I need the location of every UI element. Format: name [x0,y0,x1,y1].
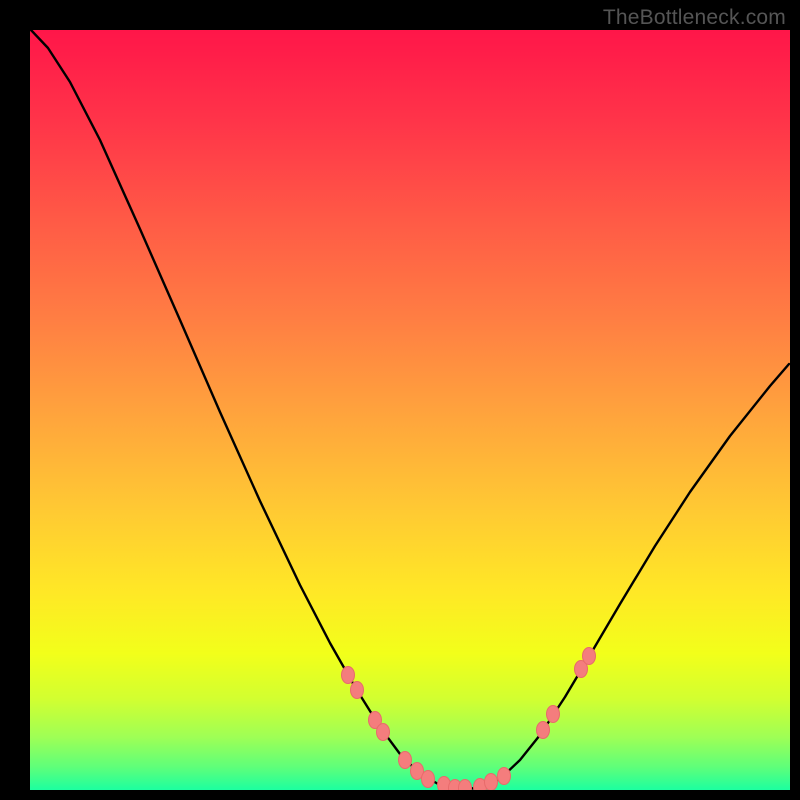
marker-point [399,752,412,769]
marker-point [537,722,550,739]
marker-point [498,768,511,785]
scatter-markers [342,648,596,791]
marker-point [459,780,472,791]
chart-frame: TheBottleneck.com [0,0,800,800]
curve-line [31,30,789,789]
watermark-text: TheBottleneck.com [603,6,786,30]
marker-point [485,774,498,791]
curve-layer [30,30,790,790]
marker-point [422,771,435,788]
plot-area [30,30,790,790]
marker-point [351,682,364,699]
marker-point [342,667,355,684]
marker-point [583,648,596,665]
marker-point [547,706,560,723]
marker-point [377,724,390,741]
